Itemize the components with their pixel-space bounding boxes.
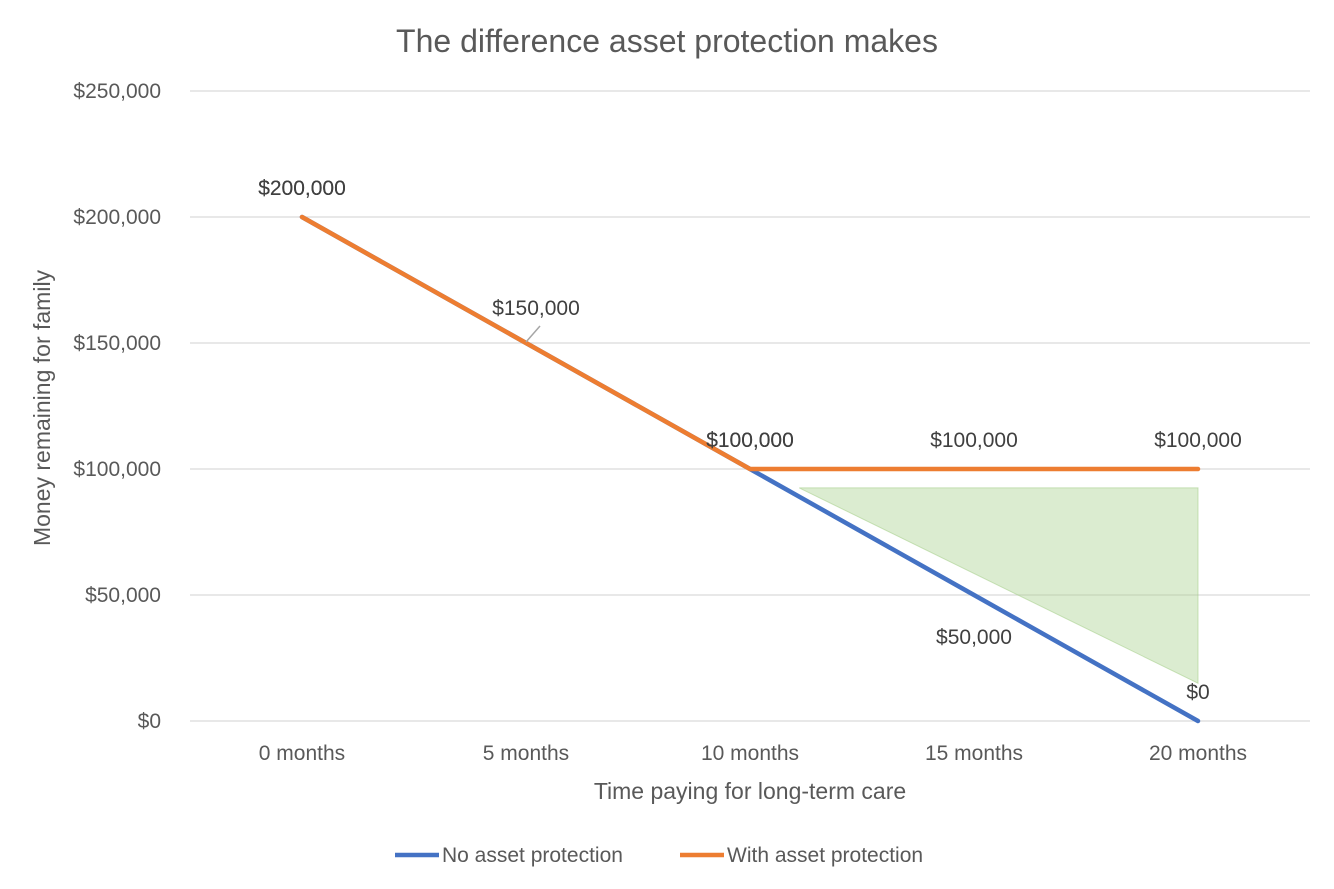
data-label-with-asset-protection: $100,000 [706, 429, 794, 452]
data-labels: $200,000$150,000$100,000$50,000$0$200,00… [258, 177, 1242, 704]
y-tick-label: $150,000 [73, 332, 161, 355]
data-label-no-asset-protection: $200,000 [258, 177, 346, 200]
leader-line [525, 325, 541, 343]
legend: No asset protection With asset protection [395, 844, 923, 867]
series-line-with-asset-protection [299, 214, 1201, 472]
data-label-with-asset-protection: $200,000 [258, 177, 346, 200]
x-tick-label: 0 months [259, 742, 345, 765]
x-axis-ticks: 0 months 5 months 10 months 15 months 20 mon… [259, 742, 1247, 765]
legend-item-with-asset-protection: With asset protection [680, 844, 923, 867]
x-tick-label: 5 months [483, 742, 569, 765]
data-label-no-asset-protection: $0 [1186, 681, 1209, 704]
legend-label: With asset protection [727, 844, 923, 867]
x-axis-title: Time paying for long-term care [594, 778, 906, 804]
data-label-no-asset-protection: $150,000 [492, 297, 580, 320]
x-tick-label: 10 months [701, 742, 799, 765]
y-tick-label: $200,000 [73, 206, 161, 229]
data-label-no-asset-protection: $50,000 [936, 626, 1012, 649]
shaded-difference-area [799, 487, 1199, 685]
data-label-with-asset-protection: $100,000 [930, 429, 1018, 452]
y-axis-title: Money remaining for family [29, 269, 55, 546]
y-tick-label: $50,000 [85, 584, 161, 607]
y-tick-label: $100,000 [73, 458, 161, 481]
y-axis-ticks: $0 $50,000 $100,000 $150,000 $200,000 $250,00… [73, 80, 161, 733]
y-tick-label: $250,000 [73, 80, 161, 103]
chart-title: The difference asset protection makes [396, 23, 938, 59]
series-lines [299, 214, 1201, 724]
x-tick-label: 20 months [1149, 742, 1247, 765]
data-label-with-asset-protection: $100,000 [1154, 429, 1242, 452]
legend-label: No asset protection [442, 844, 623, 867]
x-tick-label: 15 months [925, 742, 1023, 765]
shaded-area-polygon [799, 487, 1199, 685]
data-label-no-asset-protection: $100,000 [706, 429, 794, 452]
y-tick-label: $0 [138, 710, 161, 733]
legend-item-no-asset-protection: No asset protection [395, 844, 623, 867]
